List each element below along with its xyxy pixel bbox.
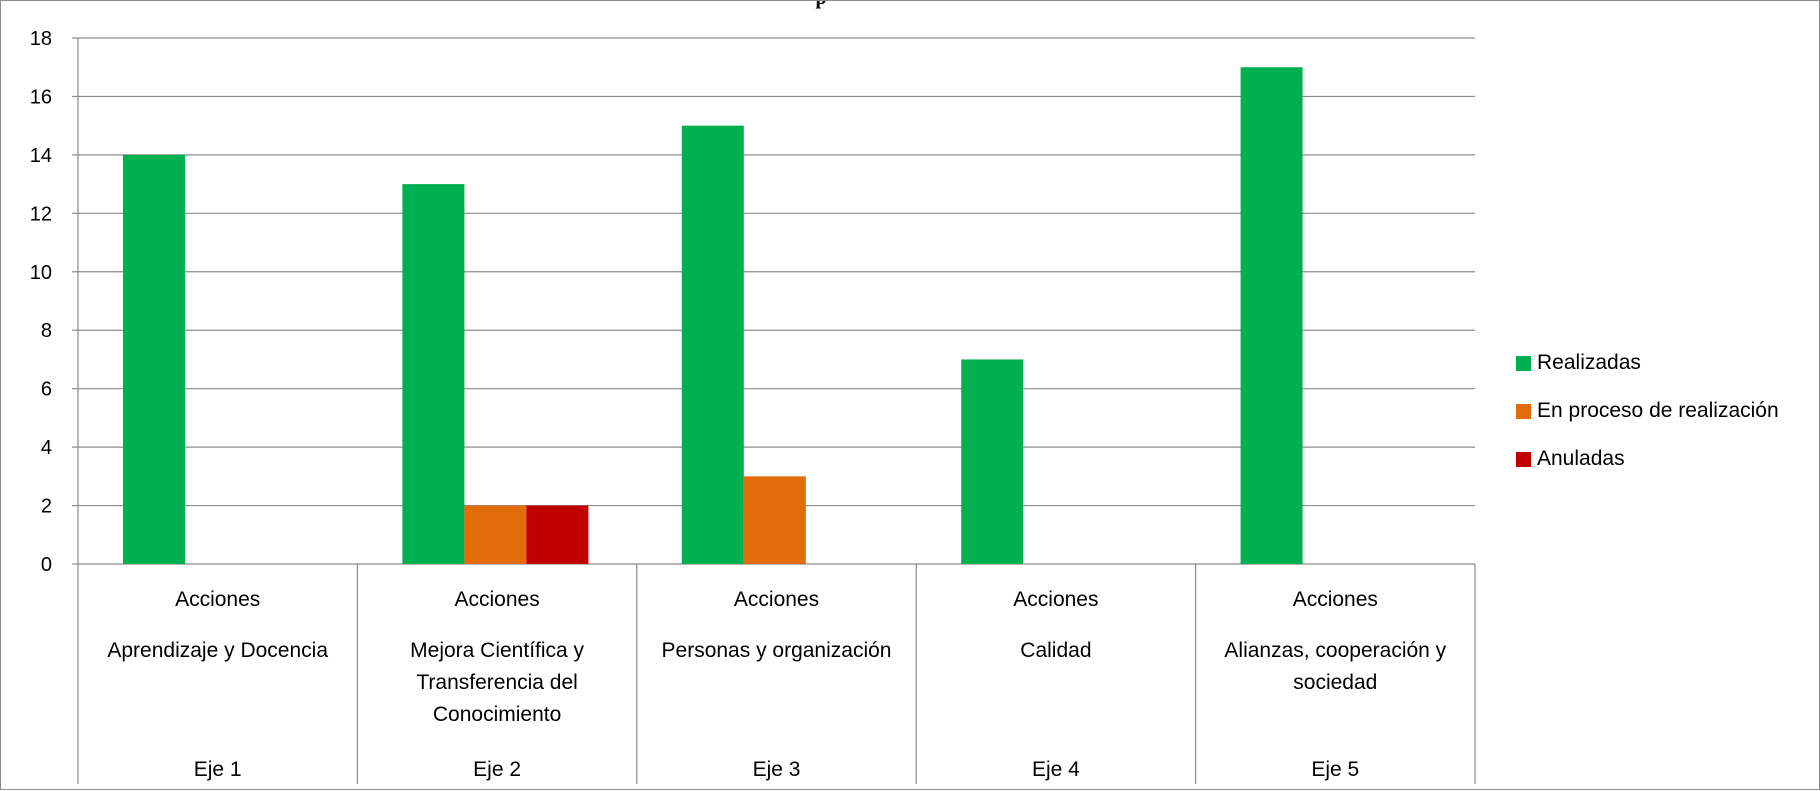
y-tick-label: 2 — [41, 496, 52, 518]
bar-en-proceso-de-realizaci-n — [464, 505, 527, 564]
bar-en-proceso-de-realizaci-n — [743, 476, 806, 564]
bar-realizadas — [402, 184, 465, 564]
y-tick-label: 0 — [41, 554, 52, 576]
legend-label: En proceso de realización — [1537, 399, 1779, 422]
y-tick-label: 12 — [30, 203, 52, 225]
category-label-name: Personas y organización — [662, 639, 892, 662]
category-label-name: Transferencia del — [416, 671, 577, 694]
y-tick-label: 18 — [30, 28, 52, 50]
category-label-name: Alianzas, cooperación y — [1224, 639, 1446, 662]
category-label-acciones: Acciones — [1013, 588, 1098, 611]
bar-realizadas — [123, 154, 185, 564]
category-label-acciones: Acciones — [454, 588, 539, 611]
legend-label: Anuladas — [1537, 447, 1625, 470]
legend-swatch — [1516, 355, 1531, 371]
category-label-name: sociedad — [1293, 671, 1377, 694]
bar-realizadas — [1240, 67, 1303, 564]
y-tick-label: 6 — [41, 379, 52, 401]
legend-swatch — [1516, 403, 1531, 419]
chart-legend: Realizadas En proceso de realización Anula… — [1516, 339, 1779, 483]
category-label-acciones: Acciones — [175, 588, 260, 611]
legend-item: Realizadas — [1516, 339, 1779, 387]
chart-title-clip: p — [701, 1, 941, 9]
y-tick-label: 16 — [30, 86, 52, 108]
y-tick-label: 4 — [41, 437, 52, 459]
category-label-eje: Eje 5 — [1311, 758, 1359, 781]
legend-label: Realizadas — [1537, 351, 1641, 374]
bar-anuladas — [526, 505, 589, 564]
category-label-name: Mejora Científica y — [410, 639, 584, 662]
y-tick-label: 14 — [30, 145, 52, 167]
y-tick-label: 10 — [30, 262, 52, 284]
bar-realizadas — [681, 125, 744, 565]
category-label-eje: Eje 3 — [753, 758, 801, 781]
category-label-eje: Eje 2 — [473, 758, 521, 781]
legend-item: En proceso de realización — [1516, 387, 1779, 435]
y-tick-label: 8 — [41, 320, 52, 342]
category-label-acciones: Acciones — [734, 588, 819, 611]
category-label-acciones: Acciones — [1293, 588, 1378, 611]
category-label-name: Aprendizaje y Docencia — [107, 639, 328, 662]
category-label-eje: Eje 4 — [1032, 758, 1080, 781]
chart-title: p — [701, 1, 941, 9]
legend-item: Anuladas — [1516, 435, 1779, 483]
legend-swatch — [1516, 451, 1531, 467]
category-label-name: Calidad — [1020, 639, 1091, 662]
bar-realizadas — [961, 359, 1024, 564]
category-label-eje: Eje 1 — [194, 758, 242, 781]
category-label-name: Conocimiento — [433, 703, 561, 726]
